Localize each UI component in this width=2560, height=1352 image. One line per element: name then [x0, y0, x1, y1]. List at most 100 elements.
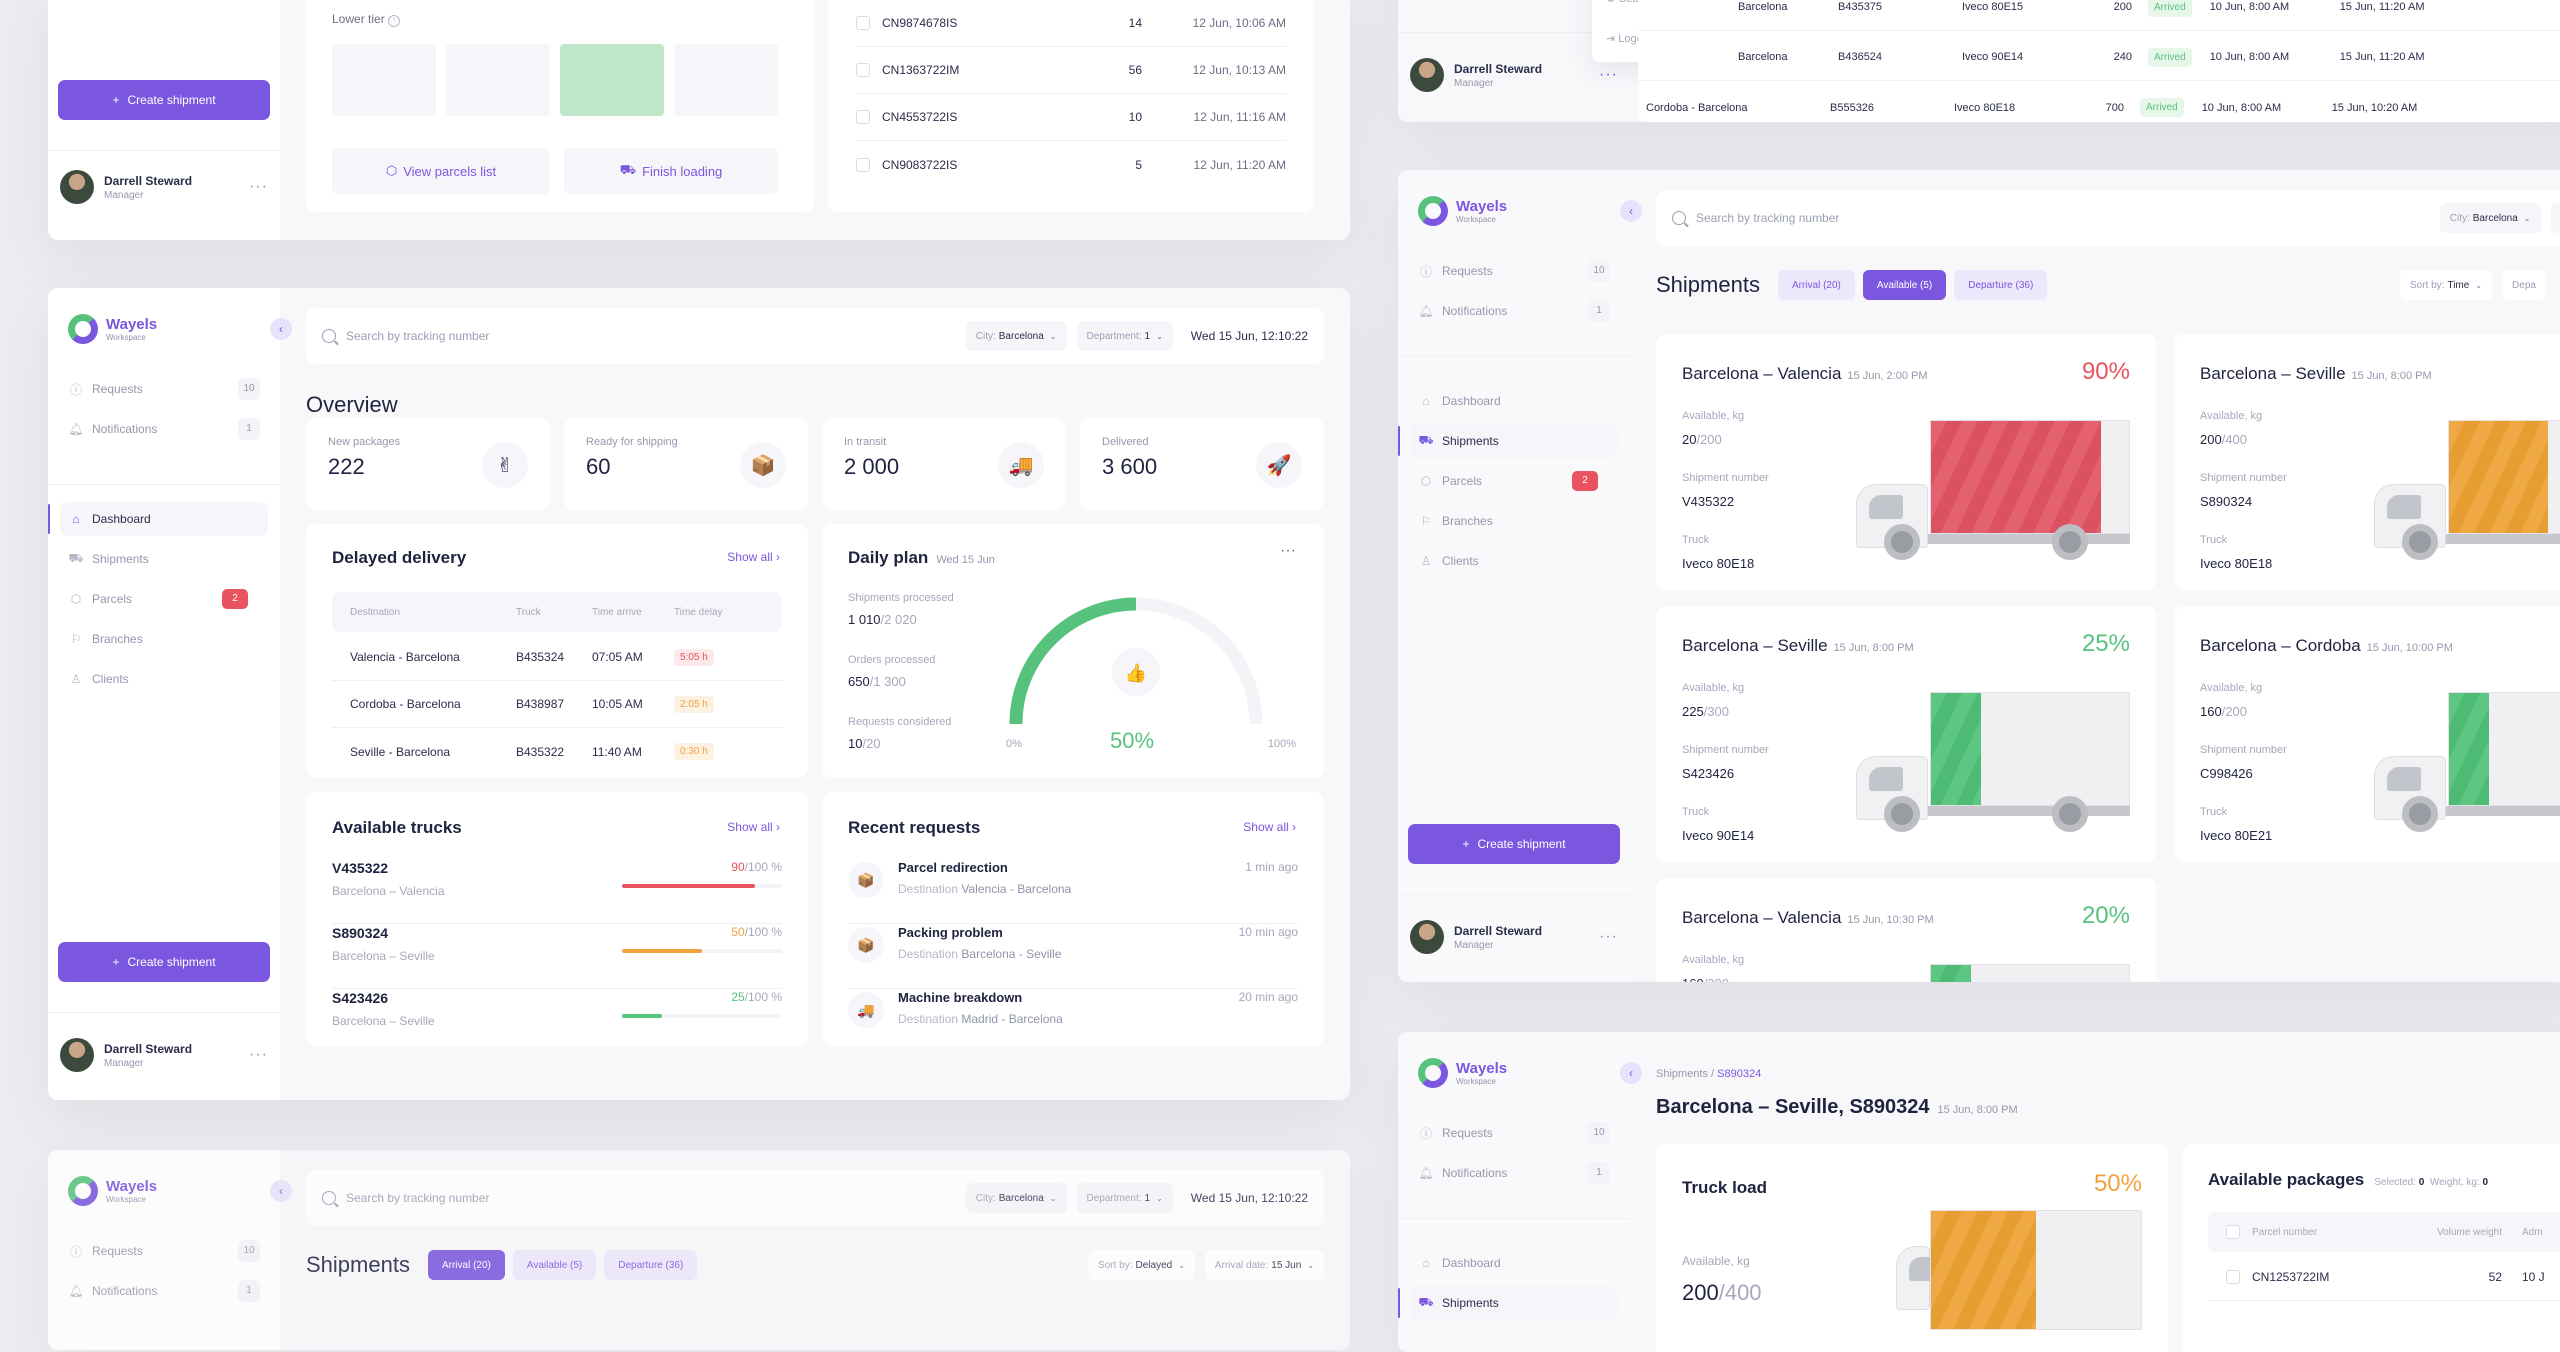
tab-arrival[interactable]: Arrival (20): [1778, 270, 1855, 300]
sidebar-item-clients[interactable]: ♙Clients: [1410, 544, 1618, 578]
tab-departure[interactable]: Departure (36): [1954, 270, 2047, 300]
checkbox[interactable]: [856, 63, 870, 77]
show-all-link[interactable]: Show all ›: [727, 550, 780, 564]
show-all-link[interactable]: Show all ›: [727, 820, 780, 834]
more-options-button[interactable]: ···: [1280, 542, 1296, 560]
more-options-button[interactable]: ···: [1599, 66, 1618, 84]
arrival-date-dropdown[interactable]: Arrival date:15 Jun⌄: [1205, 1250, 1324, 1280]
checkbox[interactable]: [856, 158, 870, 172]
sort-dropdown[interactable]: Sort by:Time⌄: [2400, 270, 2492, 300]
tab-arrival[interactable]: Arrival (20): [428, 1250, 505, 1280]
search-input[interactable]: [1696, 211, 2430, 225]
sidebar-item-clients[interactable]: ♙Clients: [60, 662, 268, 696]
sidebar-item-shipments[interactable]: ⛟Shipments: [1410, 1286, 1618, 1320]
checkbox[interactable]: [856, 16, 870, 30]
tier-slot-filled[interactable]: [560, 44, 664, 116]
department-dropdown[interactable]: Department:1⌄: [2551, 203, 2560, 233]
create-shipment-button[interactable]: +Create shipment: [58, 942, 270, 982]
tier-slot[interactable]: [446, 44, 550, 116]
collapse-sidebar-button[interactable]: ‹: [270, 1180, 292, 1202]
rocket-icon: 🚀: [1256, 442, 1302, 488]
city-dropdown[interactable]: City:Barcelona⌄: [2440, 203, 2541, 233]
tab-available[interactable]: Available (5): [513, 1250, 596, 1280]
collapse-sidebar-button[interactable]: ‹: [1620, 200, 1642, 222]
more-options-button[interactable]: ···: [249, 1046, 268, 1064]
departure-dropdown[interactable]: Depa: [2502, 270, 2546, 300]
department-dropdown[interactable]: Department:1⌄: [1077, 1183, 1173, 1213]
more-options-button[interactable]: ···: [249, 178, 268, 196]
city-dropdown[interactable]: City:Barcelona⌄: [966, 1183, 1067, 1213]
collapse-sidebar-button[interactable]: ‹: [1620, 1062, 1642, 1084]
collapse-sidebar-button[interactable]: ‹: [270, 318, 292, 340]
tab-departure[interactable]: Departure (36): [604, 1250, 697, 1280]
show-all-link[interactable]: Show all ›: [1243, 820, 1296, 834]
sidebar-item-dashboard[interactable]: ⌂Dashboard: [60, 502, 268, 536]
checkbox[interactable]: [856, 110, 870, 124]
sidebar-item-branches[interactable]: ⚐Branches: [1410, 504, 1618, 538]
sidebar-item-shipments[interactable]: ⛟Shipments: [60, 542, 268, 576]
sidebar-item-branches[interactable]: ⚐Branches: [60, 622, 268, 656]
select-all-checkbox[interactable]: [2226, 1225, 2240, 1239]
tier-slot[interactable]: [674, 44, 778, 116]
city-dropdown[interactable]: City:Barcelona⌄: [966, 321, 1067, 351]
view-parcels-button[interactable]: ⬡View parcels list: [332, 148, 550, 194]
more-options-button[interactable]: ···: [1599, 928, 1618, 946]
create-shipment-button[interactable]: +Create shipment: [1408, 824, 1620, 864]
sidebar-item-shipments[interactable]: ⛟Shipments: [1410, 424, 1618, 458]
finish-loading-button[interactable]: ⛟Finish loading: [564, 148, 778, 194]
sidebar-item-dashboard[interactable]: ⌂Dashboard: [1410, 1246, 1618, 1280]
sidebar-item-dashboard[interactable]: ⌂Dashboard: [1410, 384, 1618, 418]
search-input[interactable]: [346, 329, 956, 343]
breadcrumb-shipments[interactable]: Shipments: [1656, 1068, 1708, 1080]
tier-slot[interactable]: [332, 44, 436, 116]
truck-load-illustration: [1930, 964, 2130, 982]
checkbox[interactable]: [2226, 1270, 2240, 1284]
create-shipment-button[interactable]: +Create shipment: [58, 80, 270, 120]
sort-dropdown[interactable]: Sort by:Delayed⌄: [1088, 1250, 1195, 1280]
department-dropdown[interactable]: Department:1⌄: [1077, 321, 1173, 351]
tab-available[interactable]: Available (5): [1863, 270, 1946, 300]
search-input[interactable]: [346, 1191, 956, 1205]
